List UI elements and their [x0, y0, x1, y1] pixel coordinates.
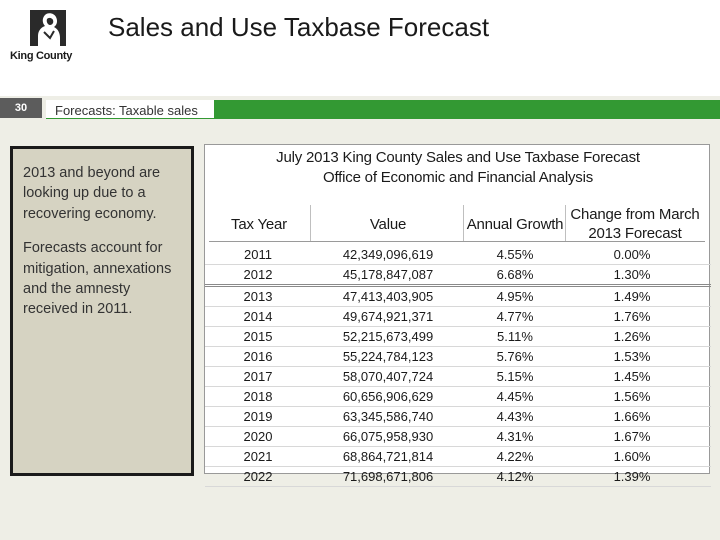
cell-value: 55,224,784,123	[342, 349, 434, 364]
table-row: 2011 42,349,096,619 4.55% 0.00%	[205, 245, 711, 265]
table-row: 2021 68,864,721,814 4.22% 1.60%	[205, 447, 711, 467]
table-row: 2013 47,413,403,905 4.95% 1.49%	[205, 287, 711, 307]
column-divider	[310, 205, 311, 241]
table-row: 2012 45,178,847,087 6.68% 1.30%	[205, 265, 711, 287]
table-body: 2011 42,349,096,619 4.55% 0.00% 2012 45,178,8…	[205, 245, 711, 487]
cell-annual-growth: 4.95%	[496, 289, 534, 304]
cell-annual-growth: 6.68%	[496, 267, 534, 282]
column-header-tax-year: Tax Year	[231, 216, 287, 233]
commentary-text-box: 2013 and beyond are looking up due to a …	[10, 146, 194, 476]
cell-value: 63,345,586,740	[342, 409, 434, 424]
cell-change-from-march: 1.76%	[613, 309, 651, 324]
cell-change-from-march: 1.56%	[613, 389, 651, 404]
forecast-table-image: July 2013 King County Sales and Use Taxb…	[204, 144, 711, 487]
cell-tax-year: 2022	[243, 469, 273, 484]
cell-annual-growth: 5.11%	[497, 329, 533, 344]
cell-annual-growth: 4.43%	[496, 409, 534, 424]
cell-tax-year: 2017	[243, 369, 273, 384]
column-divider	[463, 205, 464, 241]
cell-annual-growth: 4.45%	[496, 389, 534, 404]
cell-annual-growth: 5.76%	[496, 349, 534, 364]
column-header-change-from-march: Change from March 2013 Forecast	[570, 206, 700, 242]
cell-tax-year: 2015	[243, 329, 273, 344]
cell-change-from-march: 1.67%	[613, 429, 651, 444]
cell-tax-year: 2011	[244, 247, 272, 262]
cell-value: 58,070,407,724	[342, 369, 434, 384]
cell-tax-year: 2014	[243, 309, 273, 324]
cell-value: 68,864,721,814	[342, 449, 434, 464]
slide-header: King County Sales and Use Taxbase Foreca…	[0, 0, 720, 96]
cell-change-from-march: 0.00%	[613, 247, 651, 262]
cell-annual-growth: 5.15%	[496, 369, 534, 384]
slide-subtitle: Forecasts: Taxable sales	[55, 103, 198, 118]
king-county-logo: King County	[10, 10, 88, 68]
column-divider	[565, 205, 566, 241]
cell-annual-growth: 4.22%	[496, 449, 534, 464]
table-row: 2020 66,075,958,930 4.31% 1.67%	[205, 427, 711, 447]
cell-annual-growth: 4.55%	[496, 247, 534, 262]
cell-change-from-march: 1.49%	[613, 289, 651, 304]
cell-value: 42,349,096,619	[342, 247, 434, 262]
cell-tax-year: 2019	[243, 409, 273, 424]
slide-number: 30	[0, 98, 42, 118]
cell-value: 45,178,847,087	[342, 267, 434, 282]
cell-tax-year: 2012	[243, 267, 273, 282]
cell-value: 49,674,921,371	[342, 309, 434, 324]
cell-change-from-march: 1.30%	[613, 267, 651, 282]
mlk-portrait-icon	[30, 10, 66, 46]
cell-tax-year: 2016	[243, 349, 273, 364]
cell-annual-growth: 4.77%	[496, 309, 534, 324]
cell-change-from-march: 1.26%	[613, 329, 651, 344]
table-row: 2019 63,345,586,740 4.43% 1.66%	[205, 407, 711, 427]
table-row: 2016 55,224,784,123 5.76% 1.53%	[205, 347, 711, 367]
cell-value: 60,656,906,629	[342, 389, 434, 404]
cell-tax-year: 2013	[243, 289, 273, 304]
slide-title: Sales and Use Taxbase Forecast	[108, 12, 490, 42]
cell-tax-year: 2018	[243, 389, 273, 404]
table-subtitle: Office of Economic and Financial Analysi…	[323, 169, 593, 186]
table-row: 2017 58,070,407,724 5.15% 1.45%	[205, 367, 711, 387]
cell-tax-year: 2021	[243, 449, 273, 464]
green-accent-bar	[46, 100, 720, 119]
table-row: 2018 60,656,906,629 4.45% 1.56%	[205, 387, 711, 407]
cell-value: 71,698,671,806	[342, 469, 434, 484]
header-rule	[209, 241, 705, 242]
commentary-paragraph-2: Forecasts account for mitigation, annexa…	[23, 240, 172, 318]
subtitle-background	[46, 100, 214, 119]
cell-change-from-march: 1.39%	[613, 469, 651, 484]
table-title: July 2013 King County Sales and Use Taxb…	[276, 149, 640, 166]
cell-tax-year: 2020	[243, 429, 273, 444]
cell-value: 66,075,958,930	[342, 429, 434, 444]
column-header-value: Value	[369, 216, 407, 233]
commentary-paragraph-1: 2013 and beyond are looking up due to a …	[23, 165, 161, 222]
logo-text: King County	[10, 50, 73, 62]
column-header-annual-growth: Annual Growth	[466, 216, 564, 233]
table-row: 2014 49,674,921,371 4.77% 1.76%	[205, 307, 711, 327]
cell-change-from-march: 1.60%	[613, 449, 651, 464]
cell-value: 47,413,403,905	[342, 289, 434, 304]
cell-change-from-march: 1.66%	[613, 409, 651, 424]
cell-change-from-march: 1.53%	[613, 349, 651, 364]
table-row: 2022 71,698,671,806 4.12% 1.39%	[205, 467, 711, 487]
cell-value: 52,215,673,499	[342, 329, 434, 344]
cell-annual-growth: 4.31%	[496, 429, 534, 444]
table-row: 2015 52,215,673,499 5.11% 1.26%	[205, 327, 711, 347]
cell-annual-growth: 4.12%	[496, 469, 534, 484]
cell-change-from-march: 1.45%	[613, 369, 651, 384]
